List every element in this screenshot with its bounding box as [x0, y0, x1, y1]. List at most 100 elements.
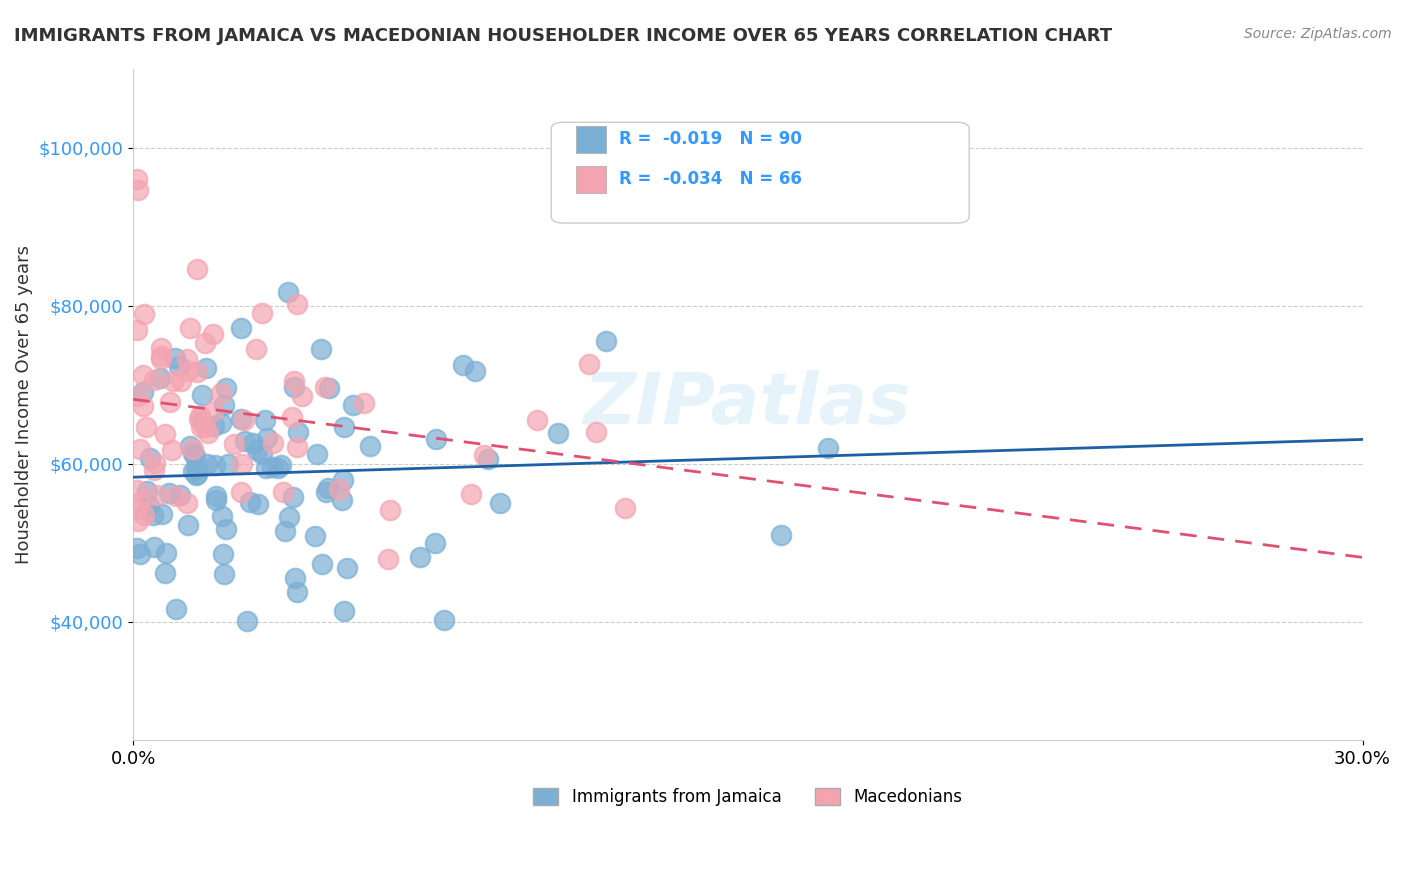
Point — [233, 413, 256, 427]
Point — [153, 427, 176, 442]
Point — [186, 467, 208, 481]
Point — [211, 508, 233, 523]
Point — [127, 514, 149, 528]
Point — [245, 343, 267, 357]
Point — [127, 541, 149, 556]
Point — [307, 447, 329, 461]
Point — [167, 359, 190, 374]
Point — [236, 614, 259, 628]
Point — [283, 374, 305, 388]
Point — [186, 262, 208, 277]
Point — [318, 382, 340, 396]
Point — [254, 460, 277, 475]
Point — [190, 420, 212, 434]
Point — [273, 484, 295, 499]
Point — [186, 365, 208, 379]
Point — [205, 489, 228, 503]
Point — [262, 460, 284, 475]
Point — [222, 437, 245, 451]
Point — [205, 493, 228, 508]
Point — [162, 375, 184, 389]
Point — [212, 547, 235, 561]
Point — [127, 389, 149, 403]
Point — [132, 307, 155, 321]
Point — [287, 296, 309, 310]
Point — [197, 425, 219, 440]
Point — [613, 501, 636, 516]
Point — [127, 483, 149, 497]
Point — [184, 460, 207, 475]
Point — [153, 566, 176, 580]
Point — [194, 335, 217, 350]
Point — [127, 501, 149, 516]
Point — [209, 417, 232, 431]
Point — [353, 396, 375, 410]
Text: R =  -0.019   N = 90: R = -0.019 N = 90 — [619, 130, 801, 148]
Point — [291, 389, 314, 403]
Point — [359, 439, 381, 453]
Point — [409, 550, 432, 565]
Point — [217, 457, 239, 471]
Point — [253, 412, 276, 426]
Point — [460, 486, 482, 500]
Text: ZIPatlas: ZIPatlas — [583, 370, 911, 439]
Point — [332, 473, 354, 487]
Point — [262, 435, 284, 450]
Point — [250, 306, 273, 320]
Point — [432, 613, 454, 627]
Point — [138, 500, 160, 514]
Text: IMMIGRANTS FROM JAMAICA VS MACEDONIAN HOUSEHOLDER INCOME OVER 65 YEARS CORRELATI: IMMIGRANTS FROM JAMAICA VS MACEDONIAN HO… — [14, 27, 1112, 45]
Point — [165, 351, 187, 365]
Point — [127, 172, 149, 186]
Point — [285, 584, 308, 599]
Point — [817, 441, 839, 455]
Point — [204, 458, 226, 472]
Point — [425, 536, 447, 550]
Point — [187, 412, 209, 426]
Point — [239, 495, 262, 509]
Point — [242, 436, 264, 450]
Point — [277, 285, 299, 300]
Point — [342, 398, 364, 412]
Y-axis label: Householder Income Over 65 years: Householder Income Over 65 years — [15, 245, 32, 564]
Point — [136, 483, 159, 498]
Point — [209, 386, 232, 401]
Point — [176, 352, 198, 367]
Point — [214, 522, 236, 536]
Point — [177, 518, 200, 533]
Point — [194, 420, 217, 434]
Point — [132, 368, 155, 382]
Point — [246, 497, 269, 511]
Point — [149, 349, 172, 363]
Point — [194, 361, 217, 376]
Point — [157, 486, 180, 500]
Point — [451, 358, 474, 372]
Point — [270, 458, 292, 473]
Point — [256, 431, 278, 445]
Point — [179, 439, 201, 453]
Point — [378, 503, 401, 517]
Point — [315, 484, 337, 499]
Point — [283, 490, 305, 504]
Point — [129, 442, 152, 457]
Point — [142, 373, 165, 387]
Point — [170, 374, 193, 388]
Point — [150, 352, 173, 367]
Point — [425, 433, 447, 447]
Point — [311, 557, 333, 571]
Point — [314, 379, 336, 393]
Point — [489, 496, 512, 510]
Point — [328, 482, 350, 496]
Point — [179, 321, 201, 335]
Point — [159, 394, 181, 409]
Point — [231, 412, 253, 426]
Point — [229, 321, 252, 335]
Point — [143, 540, 166, 554]
Point — [252, 447, 274, 461]
Point — [304, 529, 326, 543]
Point — [212, 567, 235, 582]
Point — [132, 400, 155, 414]
Point — [155, 546, 177, 560]
Point — [146, 488, 169, 502]
Point — [336, 561, 359, 575]
